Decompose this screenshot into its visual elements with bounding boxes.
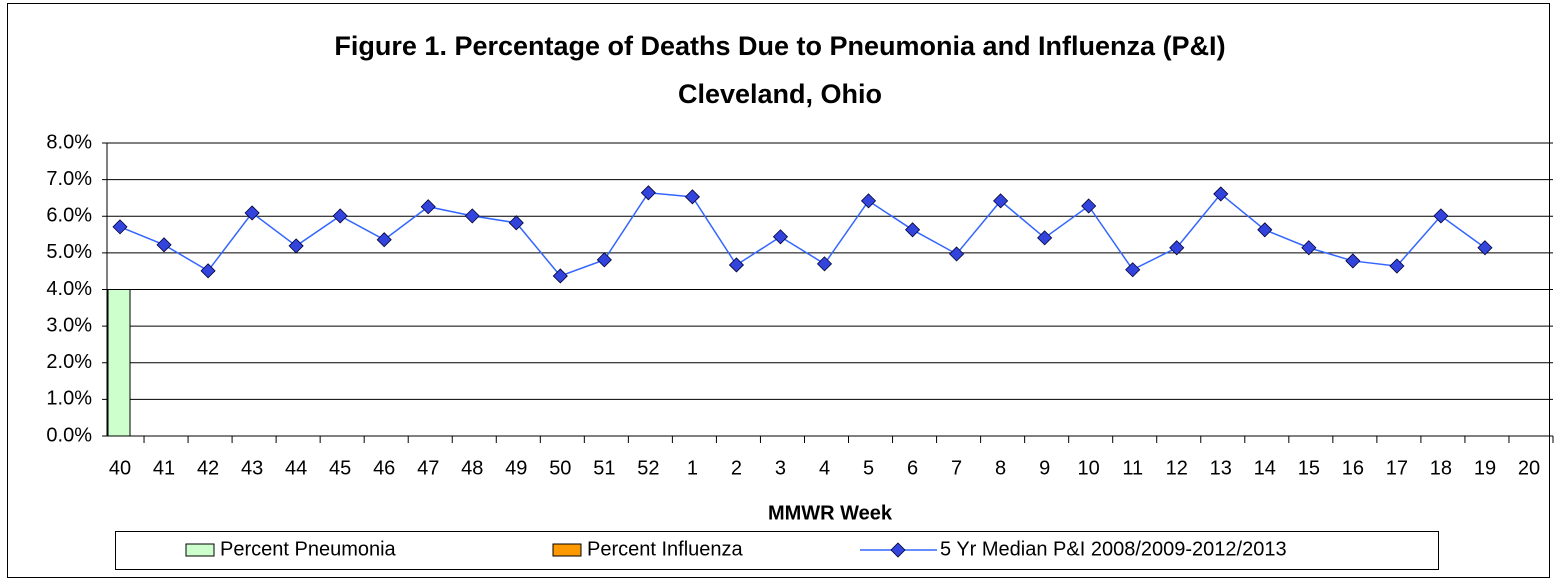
chart-frame <box>7 3 1550 578</box>
x-tick-label: 51 <box>593 457 615 479</box>
marker <box>728 257 745 273</box>
x-tick-label: 4 <box>819 457 830 479</box>
legend-marker <box>890 542 906 558</box>
y-tick-label: 7.0% <box>46 168 92 190</box>
x-tick-label: 16 <box>1342 457 1364 479</box>
marker <box>1081 198 1097 214</box>
marker <box>1477 240 1493 256</box>
x-tick-label: 20 <box>1518 457 1540 479</box>
x-tick-label: 6 <box>907 457 918 479</box>
marker <box>508 215 524 231</box>
y-tick-label: 2.0% <box>46 351 92 373</box>
x-tick-label: 8 <box>995 457 1006 479</box>
marker <box>904 222 921 238</box>
x-tick-label: 47 <box>417 457 439 479</box>
marker <box>993 193 1009 209</box>
legend-label: 5 Yr Median P&I 2008/2009-2012/2013 <box>940 538 1287 560</box>
marker <box>1345 253 1361 269</box>
x-tick-label: 1 <box>687 457 698 479</box>
marker <box>420 199 436 215</box>
x-tick-label: 52 <box>637 457 659 479</box>
marker <box>684 189 700 205</box>
x-tick-label: 13 <box>1210 457 1232 479</box>
marker <box>860 193 877 209</box>
marker <box>1257 222 1273 238</box>
marker <box>1433 208 1449 224</box>
legend-swatch <box>552 543 582 557</box>
chart-subtitle: Cleveland, Ohio <box>678 79 882 109</box>
x-tick-label: 17 <box>1386 457 1408 479</box>
x-tick-label: 11 <box>1122 457 1143 479</box>
marker <box>949 246 965 262</box>
x-tick-label: 41 <box>153 457 175 479</box>
x-tick-label: 18 <box>1430 457 1452 479</box>
x-tick-label: 48 <box>461 457 483 479</box>
line <box>119 192 1486 277</box>
x-tick-label: 49 <box>505 457 527 479</box>
marker <box>816 256 833 272</box>
marker <box>288 238 304 254</box>
marker <box>640 185 656 201</box>
marker <box>464 208 480 224</box>
x-tick-label: 44 <box>285 457 307 479</box>
x-tick-label: 45 <box>329 457 351 479</box>
marker <box>1125 262 1141 278</box>
marker <box>1037 230 1053 246</box>
x-tick-label: 40 <box>109 457 131 479</box>
x-tick-label: 50 <box>549 457 571 479</box>
marker <box>1389 258 1405 274</box>
legend-box <box>115 531 1439 570</box>
x-tick-label: 5 <box>863 457 874 479</box>
marker <box>376 232 392 248</box>
marker <box>156 237 172 253</box>
y-tick-label: 0.0% <box>46 424 92 446</box>
x-tick-label: 12 <box>1166 457 1188 479</box>
bar <box>107 289 131 437</box>
x-tick-label: 10 <box>1078 457 1100 479</box>
x-tick-label: 9 <box>1039 457 1050 479</box>
marker <box>244 205 260 221</box>
x-tick-label: 46 <box>373 457 395 479</box>
x-tick-label: 42 <box>197 457 219 479</box>
marker <box>332 208 348 224</box>
marker <box>112 219 128 235</box>
x-tick-label: 14 <box>1254 457 1276 479</box>
marker <box>1213 186 1229 202</box>
x-tick-label: 2 <box>731 457 742 479</box>
marker <box>596 252 612 268</box>
marker <box>1169 240 1185 256</box>
y-tick-label: 5.0% <box>46 241 92 263</box>
legend-label: Percent Pneumonia <box>220 538 397 560</box>
marker <box>552 268 568 284</box>
y-tick-label: 1.0% <box>46 388 92 410</box>
x-axis-label: MMWR Week <box>768 502 893 524</box>
x-tick-label: 3 <box>775 457 786 479</box>
marker <box>200 263 216 279</box>
marker <box>772 229 789 245</box>
y-tick-label: 8.0% <box>46 131 92 153</box>
x-tick-label: 43 <box>241 457 263 479</box>
x-tick-label: 7 <box>951 457 962 479</box>
legend-swatch <box>185 543 215 557</box>
x-tick-label: 15 <box>1298 457 1320 479</box>
y-tick-label: 3.0% <box>46 314 92 336</box>
y-tick-label: 4.0% <box>46 278 92 300</box>
chart-title: Figure 1. Percentage of Deaths Due to Pn… <box>334 31 1225 61</box>
marker <box>1301 240 1317 256</box>
legend-label: Percent Influenza <box>587 538 744 560</box>
x-tick-label: 19 <box>1474 457 1496 479</box>
y-tick-label: 6.0% <box>46 205 92 227</box>
